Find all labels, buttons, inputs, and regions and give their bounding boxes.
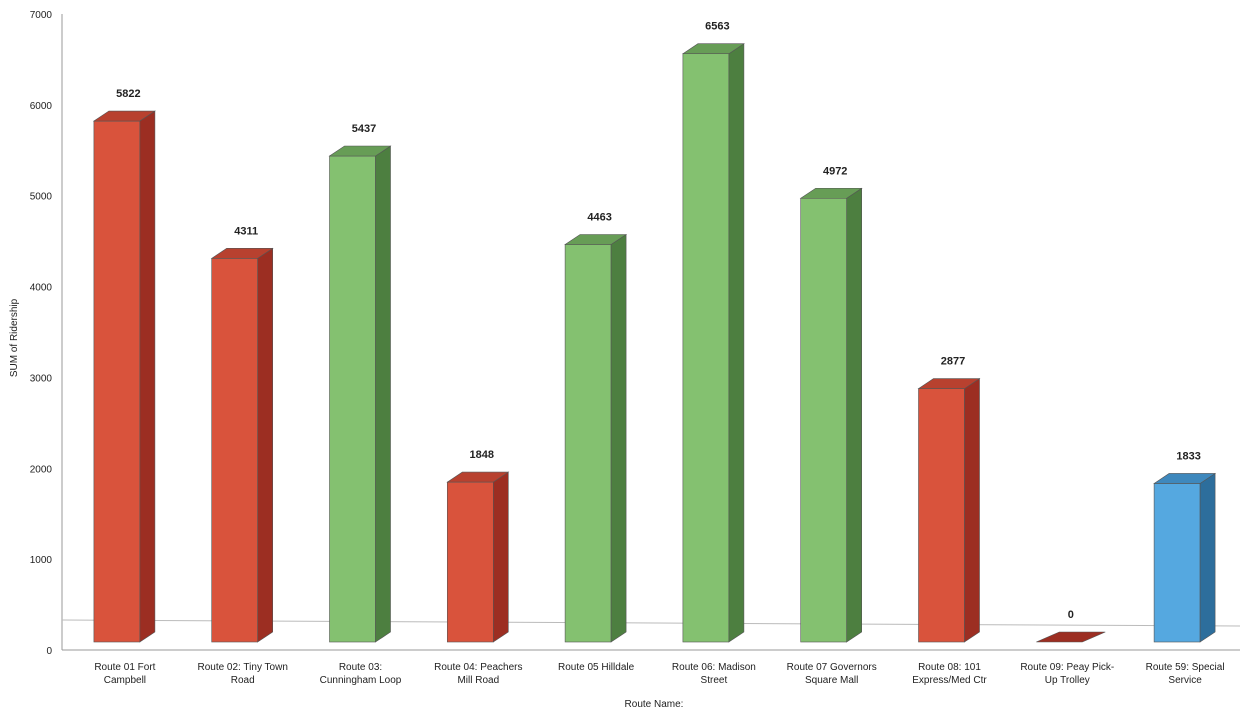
bar-top: [1153, 473, 1217, 484]
bar-top: [210, 248, 274, 259]
bar-front: [93, 120, 141, 643]
bar: 0: [1036, 609, 1106, 643]
y-tick-label: 6000: [30, 101, 53, 112]
category-label: Route 08: 101 Express/Med Ctr: [912, 662, 987, 686]
category-label: Route 02: Tiny Town Road: [197, 662, 287, 686]
bar-front: [800, 197, 848, 643]
bar-top: [917, 378, 981, 389]
category-label: Route 07 Governors Square Mall: [787, 662, 877, 686]
category-label: Route 09: Peay Pick-Up Trolley: [1020, 662, 1114, 686]
bar-top: [328, 145, 392, 157]
y-tick-label: 4000: [30, 283, 53, 294]
bar: 2877: [917, 356, 981, 643]
bar-top: [92, 110, 156, 122]
bar-top: [799, 187, 863, 199]
category-label: Route 06: Madison Street: [672, 662, 756, 686]
category-labels: Route 01 Fort Campbell Route 02: Tiny Town…: [94, 662, 1224, 686]
y-tick-label: 7000: [30, 10, 53, 21]
x-axis-title: Route Name:: [625, 699, 684, 710]
data-label: 1833: [1176, 450, 1200, 462]
bar-side: [492, 471, 509, 643]
bar-side: [139, 110, 156, 643]
bar-side: [610, 233, 627, 643]
data-label: 4311: [234, 225, 258, 237]
bar-top: [681, 43, 745, 55]
bar-top: [1036, 631, 1106, 643]
bar: 4972: [799, 165, 863, 643]
data-label: 4972: [823, 165, 847, 177]
bar-top: [564, 234, 628, 245]
bar: 6563: [681, 21, 745, 643]
y-tick-label: 3000: [30, 373, 53, 384]
data-label: 4463: [587, 212, 611, 224]
bar-side: [728, 43, 745, 643]
bar-front: [564, 244, 612, 643]
category-label: Route 05 Hilldale: [558, 662, 635, 673]
data-label: 5822: [116, 88, 140, 100]
bar: 1848: [446, 449, 510, 643]
category-label: Route 59: Special Service: [1146, 662, 1225, 686]
data-label: 0: [1068, 609, 1074, 621]
bar: 5822: [92, 88, 156, 643]
data-label: 6563: [705, 21, 729, 33]
bar: 5437: [328, 123, 392, 643]
category-label: Route 03: Cunningham Loop: [320, 662, 402, 686]
bar-front: [211, 258, 258, 643]
bar-top: [446, 471, 510, 483]
y-tick-label: 5000: [30, 192, 53, 203]
data-label: 1848: [470, 449, 494, 461]
y-axis-title: SUM of Ridership: [9, 298, 20, 377]
bar-side: [375, 145, 391, 643]
bar-side: [257, 247, 274, 643]
y-tick-label: 1000: [30, 555, 53, 566]
bar-front: [918, 388, 965, 643]
bars: 5822 4311 5437 1848 4463 6563 4972 2877 0 1833: [92, 21, 1217, 643]
data-label: 2877: [941, 356, 965, 368]
bar: 4463: [564, 212, 628, 643]
bar: 4311: [210, 225, 274, 643]
bar: 1833: [1153, 450, 1217, 643]
y-tick-label: 2000: [30, 464, 53, 475]
category-label: Route 01 Fort Campbell: [94, 662, 155, 686]
data-label: 5437: [352, 123, 376, 135]
category-label: Route 04: Peachers Mill Road: [434, 662, 522, 686]
bar-side: [1199, 472, 1216, 643]
bar-front: [682, 53, 730, 643]
bar-front: [446, 481, 494, 643]
bar-front: [1153, 483, 1201, 643]
bar-side: [964, 378, 980, 643]
y-tick-label: 0: [46, 646, 52, 657]
y-tick-labels: 0 1000 2000 3000 4000 5000 6000 7000: [30, 10, 53, 657]
bar-side: [846, 187, 863, 643]
bar-front: [329, 155, 376, 643]
